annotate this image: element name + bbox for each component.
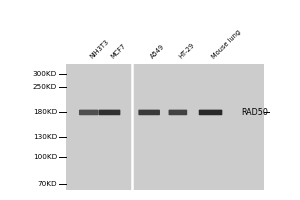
- Text: 250KD: 250KD: [33, 84, 57, 90]
- Text: 130KD: 130KD: [33, 134, 57, 140]
- FancyBboxPatch shape: [99, 110, 120, 115]
- Text: 70KD: 70KD: [38, 181, 57, 187]
- Text: 180KD: 180KD: [33, 109, 57, 115]
- Text: Mouse lung: Mouse lung: [211, 29, 242, 60]
- Text: MCF7: MCF7: [110, 43, 127, 60]
- FancyBboxPatch shape: [199, 110, 222, 115]
- FancyBboxPatch shape: [169, 110, 187, 115]
- FancyBboxPatch shape: [79, 110, 99, 115]
- Text: HT-29: HT-29: [178, 42, 196, 60]
- Text: RAD50: RAD50: [242, 108, 268, 117]
- Text: NIH3T3: NIH3T3: [89, 39, 110, 60]
- Text: 300KD: 300KD: [33, 71, 57, 77]
- FancyBboxPatch shape: [138, 110, 160, 115]
- Text: 100KD: 100KD: [33, 154, 57, 160]
- Bar: [66, 64, 264, 190]
- Text: A549: A549: [149, 44, 166, 60]
